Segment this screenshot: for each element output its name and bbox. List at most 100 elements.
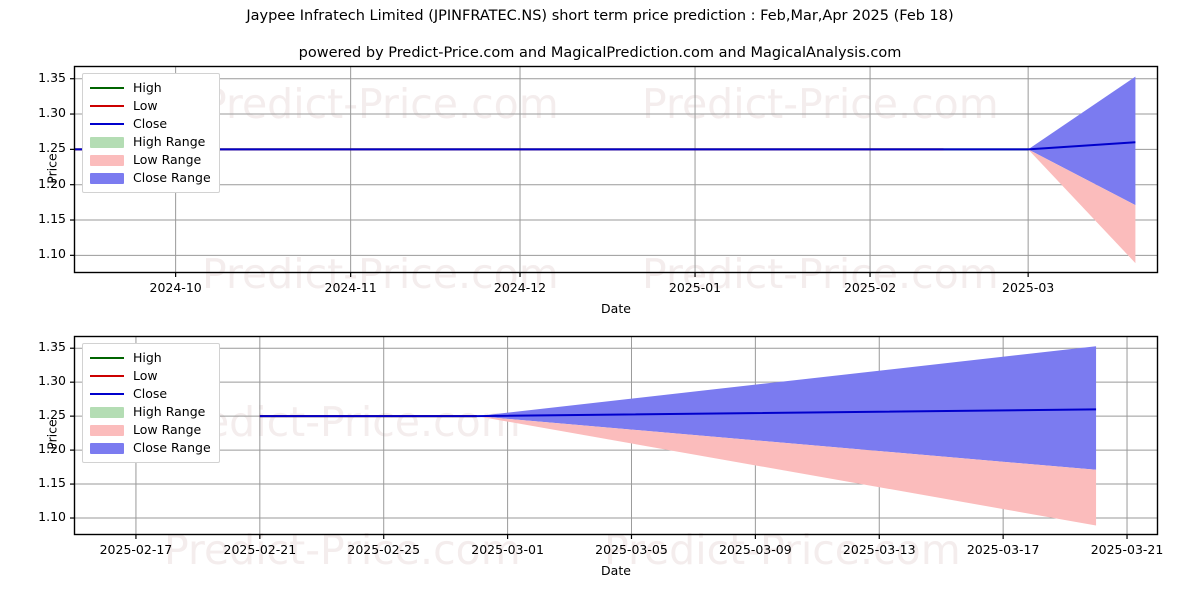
legend-mark bbox=[90, 136, 124, 148]
legend-swatch-low-icon bbox=[90, 370, 124, 383]
legend-item-high[interactable]: High bbox=[90, 79, 211, 97]
y-axis-tick-label: 1.10 bbox=[38, 246, 66, 262]
legend-swatch-close-icon bbox=[90, 388, 124, 401]
x-axis-tick-label: 2025-02 bbox=[843, 280, 897, 295]
page-title: Jaypee Infratech Limited (JPINFRATEC.NS)… bbox=[246, 8, 954, 24]
x-axis-tick-label: 2025-03-21 bbox=[1090, 542, 1164, 557]
y-axis-tick-label: 1.25 bbox=[38, 407, 66, 423]
watermark-text: Predict-Price.com bbox=[202, 80, 559, 128]
legend-mark bbox=[90, 406, 124, 418]
y-axis-tick-label: 1.30 bbox=[38, 373, 66, 389]
y-axis-tick-label: 1.10 bbox=[38, 509, 66, 525]
x-axis-tick-label: 2025-02-21 bbox=[223, 542, 297, 557]
legend-label: Low Range bbox=[133, 152, 202, 167]
chart-legend: High Low Close High Range Low Range Close Ran… bbox=[82, 73, 220, 193]
y-axis-tick-label: 1.25 bbox=[38, 140, 66, 156]
legend-mark bbox=[90, 172, 124, 184]
x-axis-tick-label: 2025-02-17 bbox=[99, 542, 173, 557]
x-axis-title: Date bbox=[601, 301, 631, 316]
legend-swatch-low-icon bbox=[90, 100, 124, 113]
legend-swatch-close-range-icon bbox=[90, 172, 124, 185]
legend-label: Close bbox=[133, 116, 168, 131]
legend-label: Close bbox=[133, 386, 168, 401]
legend-item-low-range[interactable]: Low Range bbox=[90, 151, 211, 169]
plot-frame bbox=[73, 335, 1159, 536]
watermark-text: Predict-Price.com bbox=[642, 80, 999, 128]
legend-item-close-range[interactable]: Close Range bbox=[90, 169, 211, 187]
x-axis-tick-label: 2024-11 bbox=[324, 280, 377, 295]
legend-label: Close Range bbox=[133, 170, 211, 185]
bottom-chart-panel: Predict-Price.com Predict-Price.com Predic… bbox=[38, 335, 1163, 578]
legend-mark bbox=[90, 123, 124, 125]
legend-mark bbox=[90, 87, 124, 89]
legend-label: High bbox=[133, 80, 162, 95]
y-axis-tick-label: 1.15 bbox=[38, 475, 66, 491]
y-axis-tick-label: 1.35 bbox=[38, 339, 66, 355]
x-axis-tick-label: 2025-03-05 bbox=[595, 542, 668, 557]
top-chart-canvas: Predict-Price.com Predict-Price.com Predic… bbox=[70, 65, 1159, 298]
legend-swatch-low-range-icon bbox=[90, 154, 124, 167]
legend-mark bbox=[90, 375, 124, 377]
legend-mark bbox=[90, 105, 124, 107]
band-low-range bbox=[1028, 149, 1136, 264]
legend-mark bbox=[90, 357, 124, 359]
legend-item-low-range[interactable]: Low Range bbox=[90, 421, 211, 439]
legend-mark bbox=[90, 424, 124, 436]
chart-legend: High Low Close High Range Low Range Close Ran… bbox=[82, 343, 220, 463]
legend-item-close[interactable]: Close bbox=[90, 385, 211, 403]
legend-item-low[interactable]: Low bbox=[90, 367, 211, 385]
legend-mark bbox=[90, 154, 124, 166]
y-axis-tick-label: 1.30 bbox=[38, 105, 66, 121]
watermark-layer: Predict-Price.com Predict-Price.com Predic… bbox=[202, 80, 999, 298]
legend-swatch-high-range-icon bbox=[90, 136, 124, 149]
x-axis-tick-label: 2025-03-13 bbox=[842, 542, 916, 557]
top-chart-panel: Predict-Price.com Predict-Price.com Predic… bbox=[38, 65, 1159, 316]
legend-label: High bbox=[133, 350, 162, 365]
legend-swatch-low-range-icon bbox=[90, 424, 124, 437]
x-axis-tick-label: 2025-03 bbox=[1002, 280, 1055, 295]
legend-item-high[interactable]: High bbox=[90, 349, 211, 367]
legend-label: Low bbox=[133, 368, 158, 383]
watermark-text: Predict-Price.com bbox=[202, 250, 559, 298]
y-axis-title: Price bbox=[44, 418, 60, 450]
legend-swatch-high-icon bbox=[90, 82, 124, 95]
y-axis-title: Price bbox=[44, 152, 60, 184]
plot-frame bbox=[73, 65, 1159, 274]
legend-swatch-high-icon bbox=[90, 352, 124, 365]
band-close-range bbox=[476, 346, 1097, 470]
y-axis-tick-label: 1.20 bbox=[38, 175, 66, 191]
watermark-text: Predict-Price.com bbox=[164, 398, 521, 446]
x-axis-tick-label: 2025-03-09 bbox=[719, 542, 792, 557]
x-axis-tick-label: 2024-12 bbox=[493, 280, 547, 295]
legend-swatch-close-range-icon bbox=[90, 442, 124, 455]
tick-marks bbox=[70, 347, 1128, 539]
legend-item-close-range[interactable]: Close Range bbox=[90, 439, 211, 457]
legend-item-high-range[interactable]: High Range bbox=[90, 403, 211, 421]
band-close-range bbox=[1028, 76, 1136, 206]
y-axis-tick-label: 1.20 bbox=[38, 441, 66, 457]
legend-label: High Range bbox=[133, 134, 206, 149]
tick-marks bbox=[70, 78, 1029, 277]
legend-item-low[interactable]: Low bbox=[90, 97, 211, 115]
legend-item-high-range[interactable]: High Range bbox=[90, 133, 211, 151]
legend-swatch-high-range-icon bbox=[90, 406, 124, 419]
x-axis-title: Date bbox=[601, 563, 631, 578]
legend-swatch-close-icon bbox=[90, 118, 124, 131]
x-axis-tick-label: 2025-01 bbox=[668, 280, 722, 295]
legend-label: High Range bbox=[133, 404, 206, 419]
band-low-range bbox=[476, 416, 1097, 526]
series-line-close bbox=[259, 408, 1097, 418]
legend-label: Low bbox=[133, 98, 158, 113]
series-line-close bbox=[74, 141, 1136, 151]
legend-label: Close Range bbox=[133, 440, 211, 455]
y-axis-tick-label: 1.35 bbox=[38, 69, 66, 85]
x-axis-tick-label: 2024-10 bbox=[149, 280, 202, 295]
y-axis-tick-label: 1.15 bbox=[38, 211, 66, 226]
page-subtitle: powered by Predict-Price.com and Magical… bbox=[298, 45, 902, 61]
x-axis-tick-label: 2025-03-01 bbox=[471, 542, 544, 557]
watermark-text: Predict-Price.com bbox=[642, 250, 999, 298]
legend-item-close[interactable]: Close bbox=[90, 115, 211, 133]
x-axis-tick-label: 2025-02-25 bbox=[347, 542, 421, 557]
